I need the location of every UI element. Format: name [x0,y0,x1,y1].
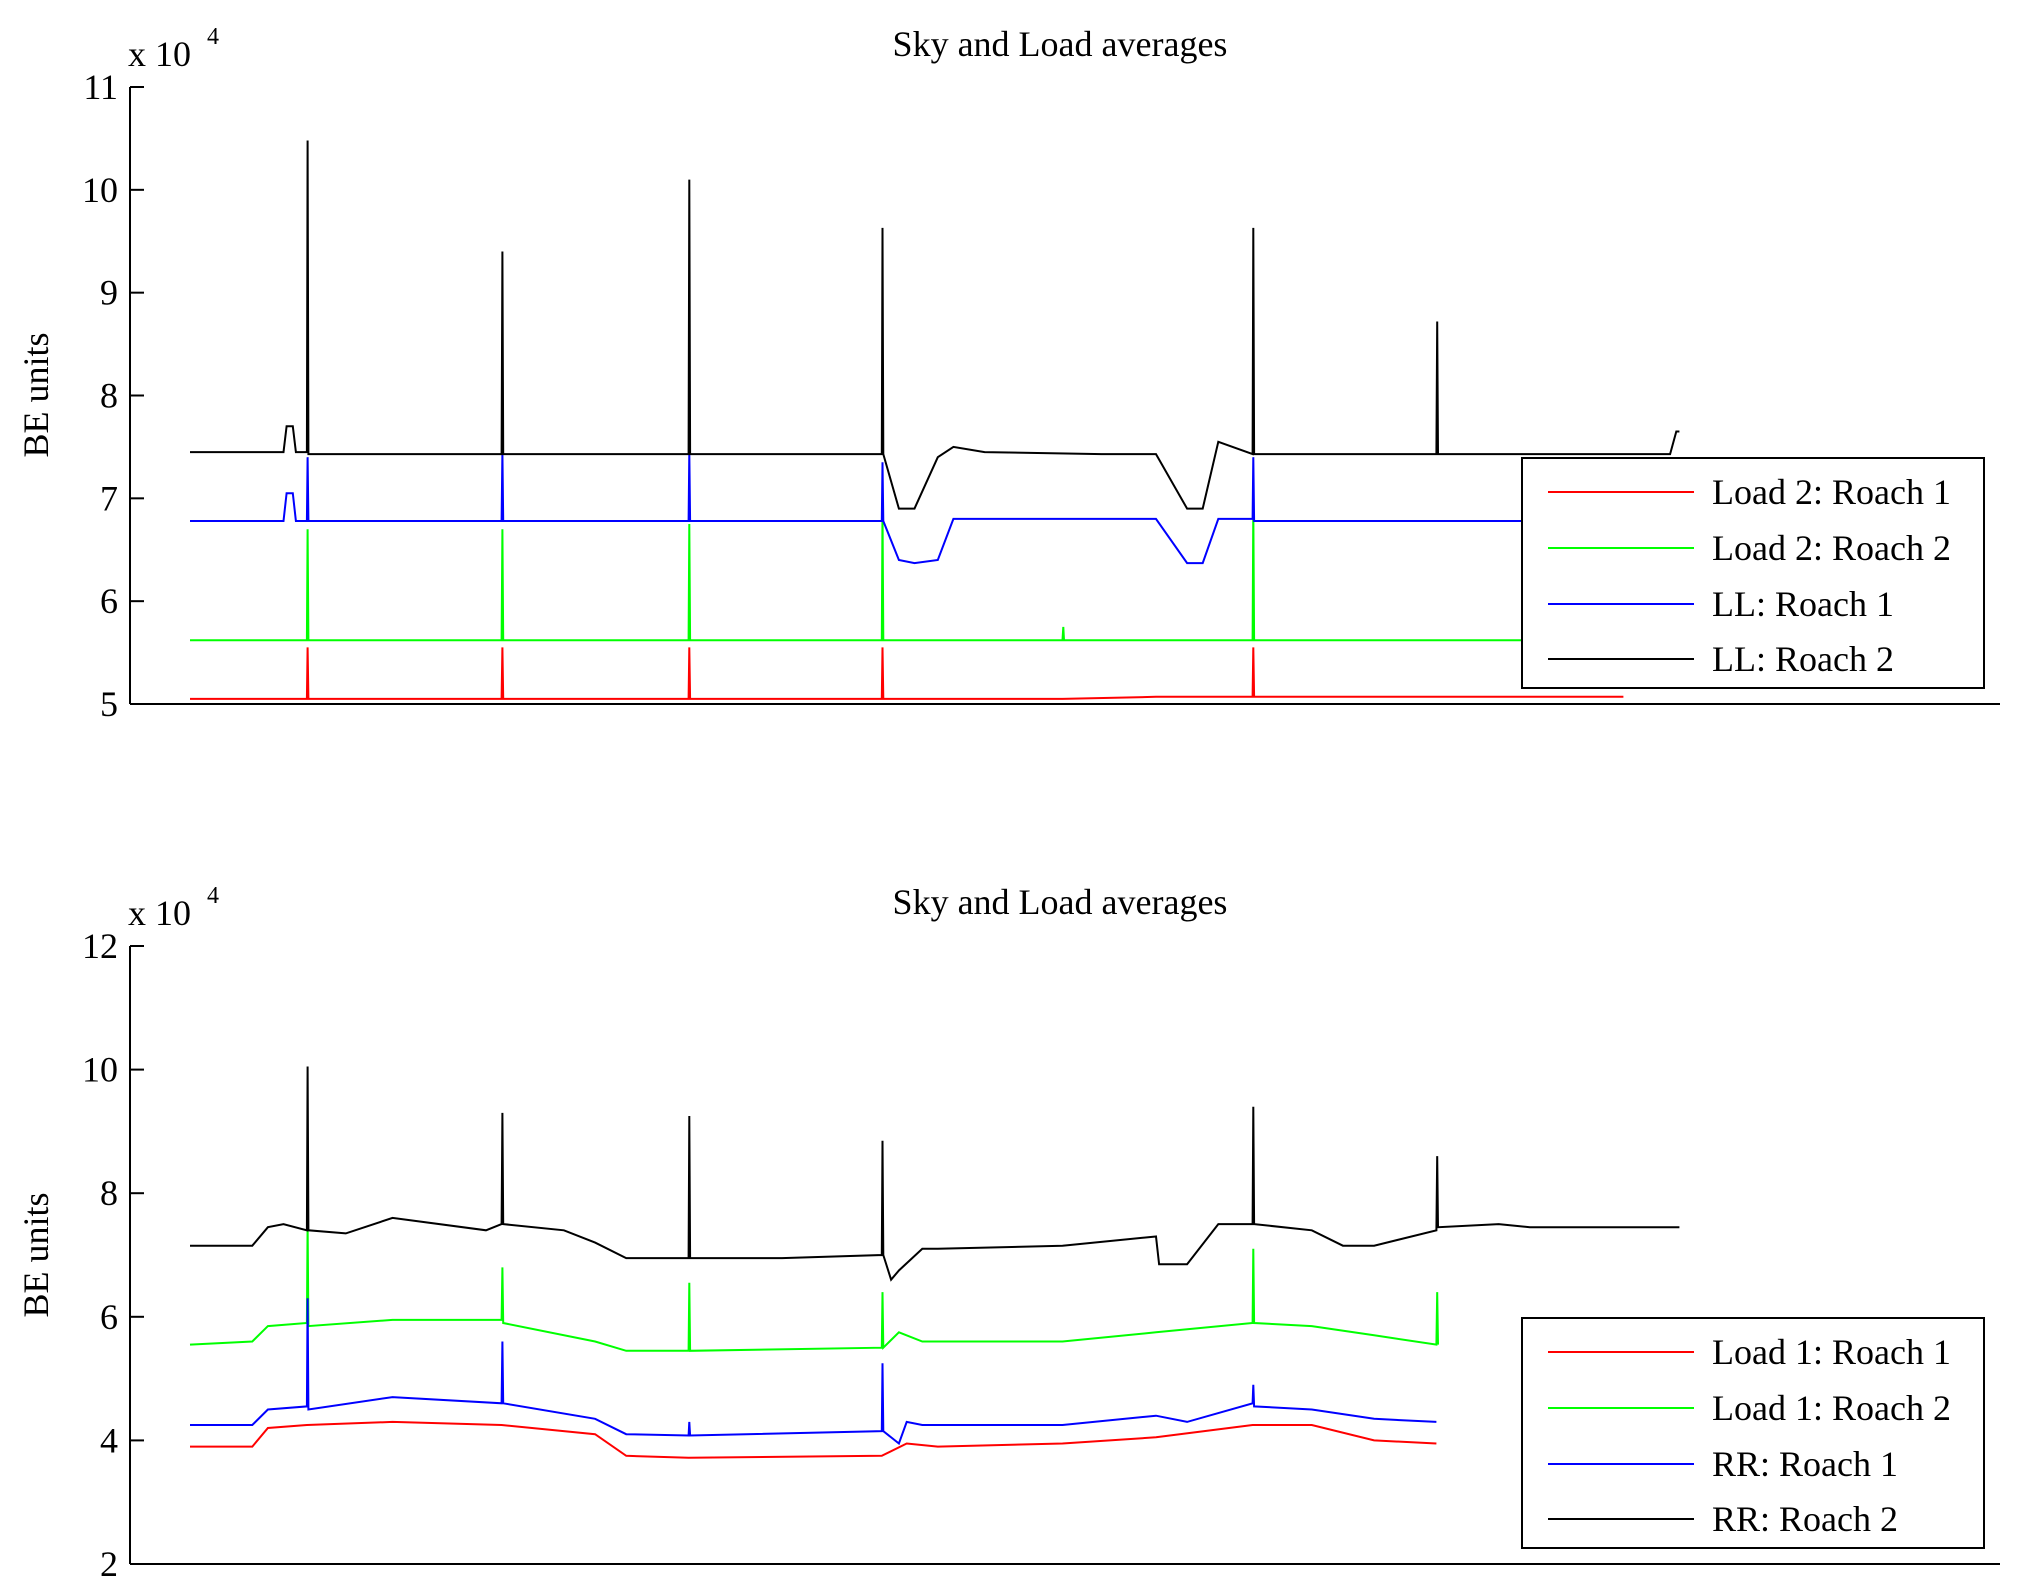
y-tick-label: 10 [82,1050,118,1090]
legend-entry: Load 1: Roach 2 [1548,1388,1951,1428]
y-tick-label: 11 [83,67,118,107]
legend-entry: LL: Roach 1 [1548,584,1894,624]
legend-label: Load 1: Roach 1 [1712,1332,1951,1372]
series-line [190,1298,1437,1446]
y-tick-label: 6 [100,581,118,621]
legend-label: RR: Roach 2 [1712,1499,1898,1539]
legend: Load 2: Roach 1 Load 2: Roach 2 LL: Roac… [1521,457,1985,689]
series-line [190,647,1624,700]
y-multiplier: x 10 4 [128,24,219,74]
y-multiplier-base: x 10 [128,893,191,933]
series-line [190,140,1680,510]
y-multiplier: x 10 4 [128,883,219,933]
legend-entry: Load 1: Roach 1 [1548,1332,1951,1372]
y-tick-label: 2 [100,1544,118,1584]
y-tick-label: 12 [82,926,118,966]
y-tick-label: 6 [100,1297,118,1337]
legend-entry: Load 2: Roach 2 [1548,528,1951,568]
y-multiplier-base: x 10 [128,34,191,74]
legend-entry: LL: Roach 2 [1548,639,1894,679]
y-multiplier-exponent: 4 [207,24,219,50]
y-ticks: 5 6 7 8 9 10 11 [82,67,144,724]
legend-label: LL: Roach 2 [1712,639,1894,679]
series-lines [190,140,1748,700]
y-tick-label: 5 [100,684,118,724]
series-line [190,508,1748,642]
chart-title: Sky and Load averages [893,882,1228,922]
y-tick-label: 10 [82,170,118,210]
legend-entry: Load 2: Roach 1 [1548,472,1951,512]
y-tick-label: 7 [100,478,118,518]
chart-title: Sky and Load averages [893,24,1228,64]
legend-entry: RR: Roach 1 [1548,1444,1898,1484]
y-tick-label: 8 [100,376,118,416]
y-tick-label: 4 [100,1420,118,1460]
y-tick-label: 8 [100,1173,118,1213]
legend-label: Load 1: Roach 2 [1712,1388,1951,1428]
y-ticks: 2 4 6 8 10 12 [82,926,144,1584]
legend-box [1521,1317,1985,1549]
y-axis-label: BE units [16,332,56,457]
legend-label: RR: Roach 1 [1712,1444,1898,1484]
series-lines [189,1066,1680,1459]
chart-bottom: Sky and Load averages BE units x 10 4 2 4… [16,882,2000,1584]
legend-label: Load 2: Roach 1 [1712,472,1951,512]
legend-label: LL: Roach 1 [1712,584,1894,624]
y-multiplier-exponent: 4 [207,883,219,909]
series-line [190,452,1748,565]
legend-label: Load 2: Roach 2 [1712,528,1951,568]
legend-box [1521,457,1985,689]
series-line [190,1420,1437,1459]
series-line [190,1066,1680,1282]
chart-top: Sky and Load averages BE units x 10 4 5 6… [16,24,2000,724]
legend-entry: RR: Roach 2 [1548,1499,1898,1539]
legend: Load 1: Roach 1 Load 1: Roach 2 RR: Roac… [1521,1317,1985,1549]
y-axis-label: BE units [16,1192,56,1317]
y-tick-label: 9 [100,273,118,313]
